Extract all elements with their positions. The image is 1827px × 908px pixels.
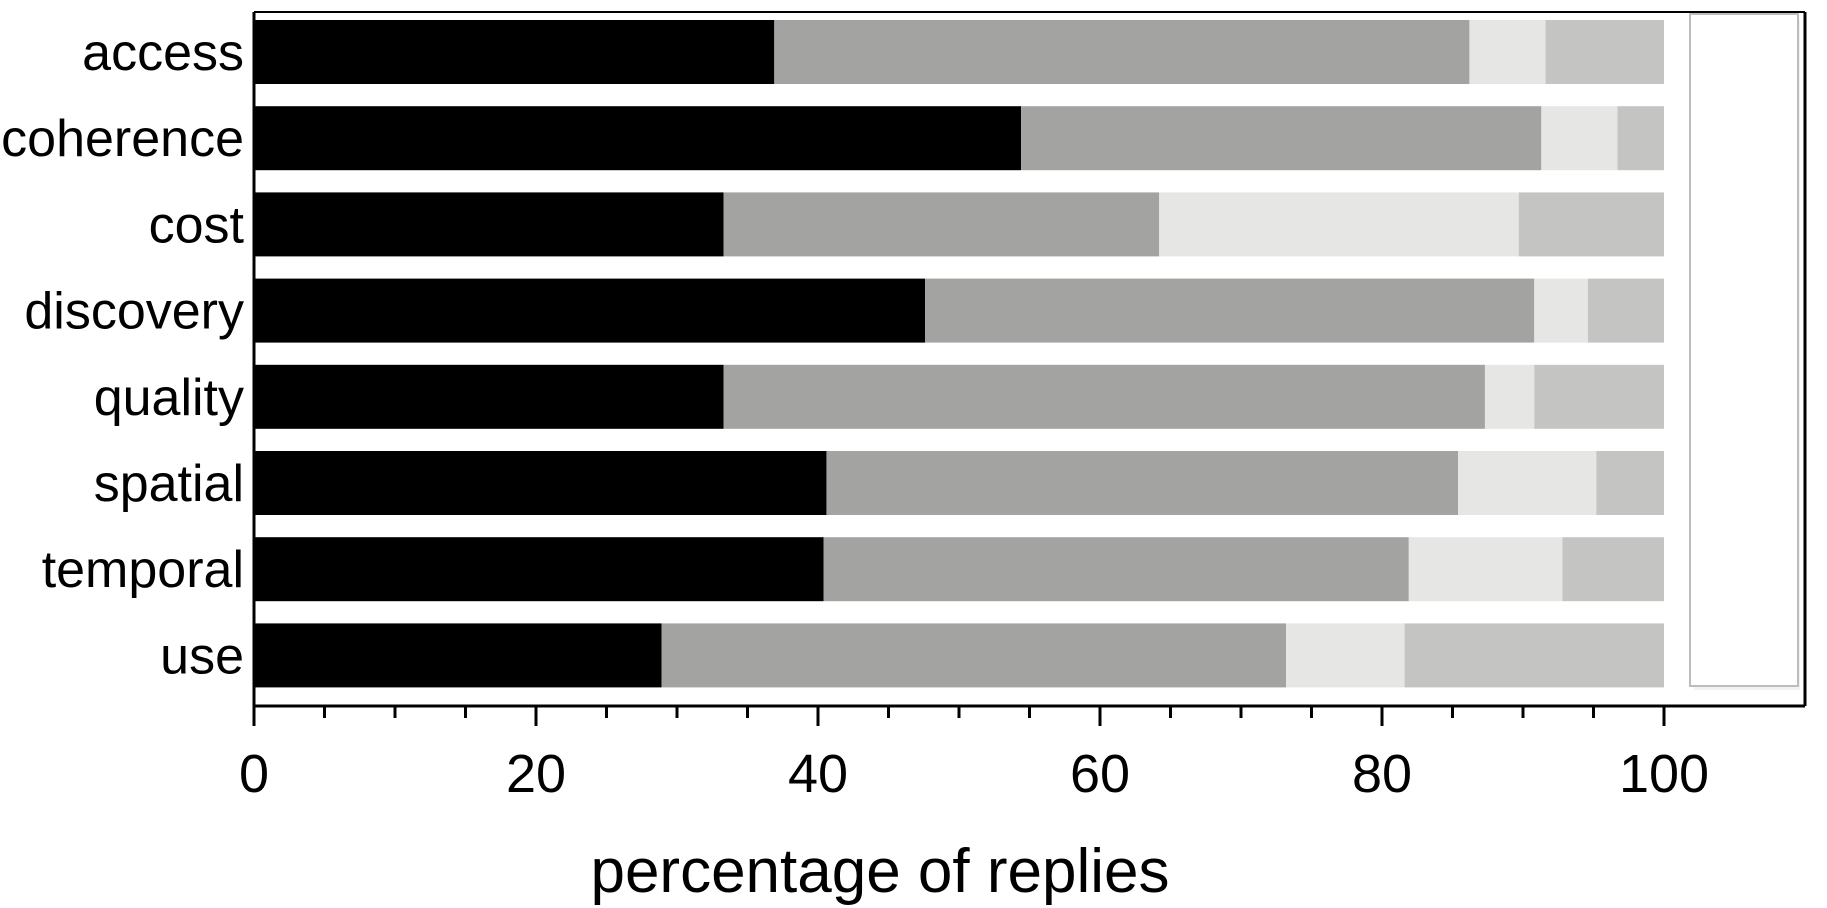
bar-spatial-segment-3 — [1458, 451, 1597, 515]
category-label-access: access — [82, 24, 244, 82]
bar-quality-segment-4 — [1534, 364, 1664, 429]
category-labels: access coherence cost discovery quality spati… — [1, 24, 244, 685]
category-label-spatial: spatial — [94, 455, 244, 513]
category-label-discovery: discovery — [24, 283, 244, 341]
x-tick-label-100: 100 — [1619, 744, 1709, 804]
bar-quality-segment-2 — [723, 364, 1485, 429]
bar-coherence-segment-1 — [254, 106, 1022, 171]
bar-spatial-segment-4 — [1596, 451, 1664, 515]
x-tick-label-20: 20 — [506, 744, 566, 804]
bar-access-segment-4 — [1545, 20, 1664, 84]
category-label-use: use — [160, 627, 244, 685]
bar-quality-segment-1 — [254, 364, 724, 429]
bar-temporal-segment-4 — [1562, 537, 1664, 602]
bar-temporal-segment-2 — [823, 537, 1409, 602]
category-label-quality: quality — [94, 369, 244, 427]
bar-use-segment-2 — [661, 623, 1287, 688]
legend-box — [1689, 13, 1800, 690]
x-tick-label-60: 60 — [1070, 744, 1130, 804]
category-label-coherence: coherence — [1, 110, 244, 168]
bar-use-segment-1 — [254, 623, 662, 688]
bar-discovery-segment-1 — [254, 278, 926, 343]
bar-access-segment-3 — [1469, 20, 1546, 84]
x-axis: 0 20 40 60 80 100 — [239, 706, 1709, 804]
bar-access-segment-1 — [254, 20, 775, 84]
bar-temporal-segment-3 — [1408, 537, 1563, 602]
bar-quality-segment-3 — [1484, 364, 1535, 429]
bar-coherence-segment-4 — [1617, 106, 1664, 171]
x-tick-label-80: 80 — [1352, 744, 1412, 804]
bar-cost-segment-2 — [723, 192, 1160, 257]
bar-spatial-segment-1 — [254, 451, 827, 515]
bar-coherence-segment-3 — [1541, 106, 1618, 171]
bar-use-segment-4 — [1404, 623, 1664, 688]
bar-temporal-segment-1 — [254, 537, 824, 602]
bar-cost-segment-1 — [254, 192, 724, 257]
x-axis-title: percentage of replies — [590, 837, 1169, 906]
bar-cost-segment-3 — [1159, 192, 1519, 257]
bar-spatial-segment-2 — [826, 451, 1459, 515]
bar-coherence-segment-2 — [1021, 106, 1542, 171]
bars — [254, 20, 1664, 688]
bar-discovery-segment-3 — [1534, 278, 1588, 343]
x-tick-label-0: 0 — [239, 744, 269, 804]
bar-access-segment-2 — [774, 20, 1470, 84]
x-tick-label-40: 40 — [788, 744, 848, 804]
bar-discovery-segment-4 — [1587, 278, 1664, 343]
bar-cost-segment-4 — [1518, 192, 1664, 257]
category-label-temporal: temporal — [42, 541, 244, 599]
bar-discovery-segment-2 — [925, 278, 1535, 343]
category-label-cost: cost — [149, 196, 245, 254]
bar-use-segment-3 — [1286, 623, 1405, 688]
